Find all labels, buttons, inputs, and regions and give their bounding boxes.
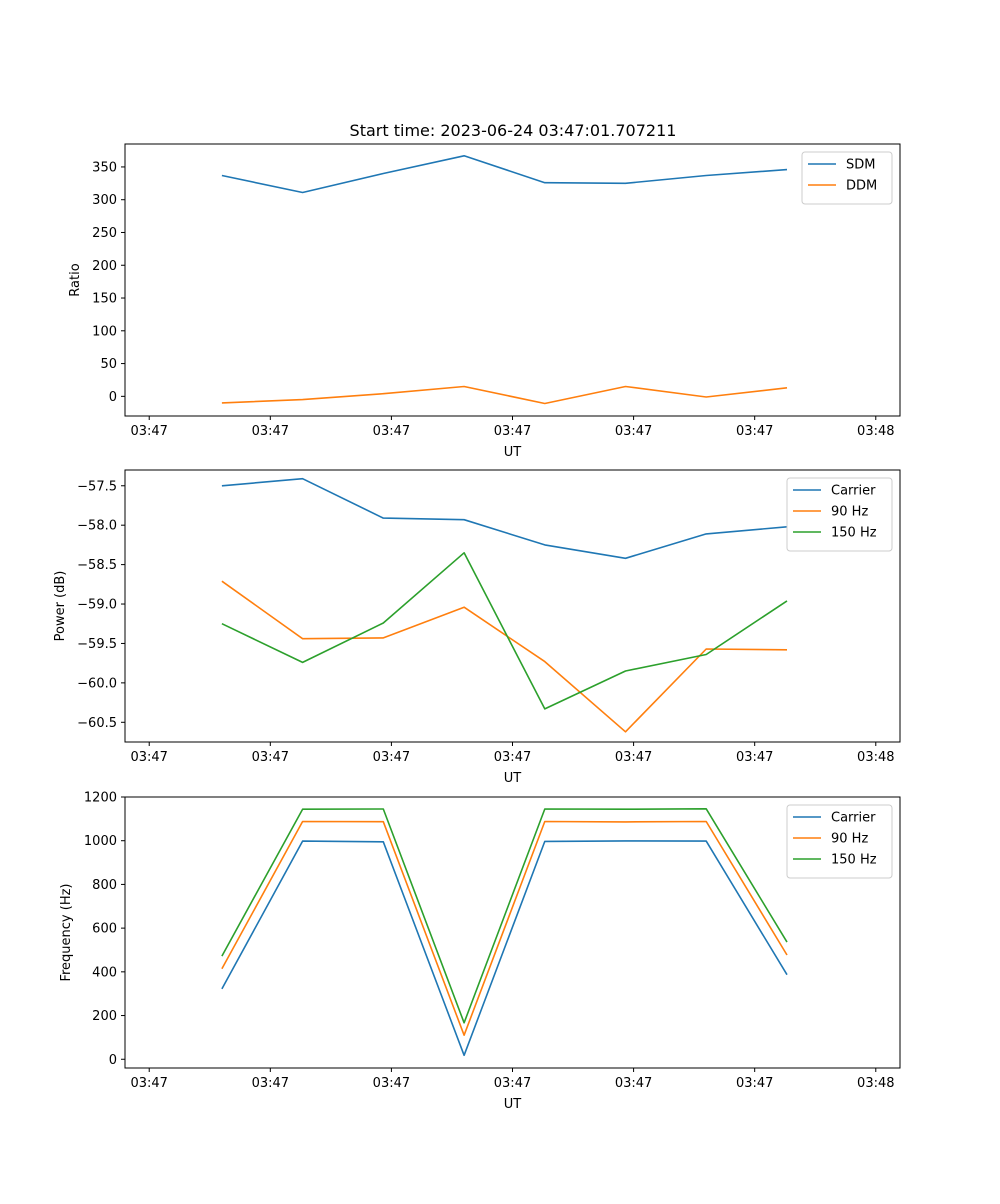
x-tick-label: 03:47	[130, 750, 167, 765]
series-line-carrier	[221, 477, 788, 560]
y-tick-label: 50	[100, 357, 117, 372]
x-tick-label: 03:47	[736, 424, 773, 439]
x-tick-label: 03:47	[130, 1076, 167, 1091]
x-tick-label: 03:47	[494, 1076, 531, 1091]
y-tick-label: 200	[92, 259, 117, 274]
y-axis-label: Ratio	[68, 263, 83, 296]
legend-box	[801, 151, 893, 205]
legend-label: Carrier	[831, 484, 876, 499]
series-line-90-hz	[221, 580, 788, 733]
x-tick-label: 03:48	[857, 424, 894, 439]
y-tick-label: 400	[92, 965, 117, 980]
y-tick-label: 600	[92, 922, 117, 937]
figure-title: Start time: 2023-06-24 03:47:01.707211	[350, 121, 677, 140]
x-axis-label: UT	[504, 771, 522, 786]
y-tick-label: −58.5	[77, 558, 117, 573]
y-tick-label: 250	[92, 226, 117, 241]
series-line-sdm	[221, 155, 788, 194]
axes-frame-2	[124, 469, 901, 743]
series-line-ddm	[221, 385, 788, 405]
y-tick-label: 200	[92, 1009, 117, 1024]
x-tick-label: 03:47	[252, 1076, 289, 1091]
x-tick-label: 03:48	[857, 1076, 894, 1091]
x-tick-label: 03:48	[857, 750, 894, 765]
legend-label: Carrier	[831, 811, 876, 826]
x-tick-label: 03:47	[736, 750, 773, 765]
y-tick-label: 300	[92, 193, 117, 208]
x-tick-label: 03:47	[494, 424, 531, 439]
y-tick-label: −59.0	[77, 598, 117, 613]
y-tick-label: 350	[92, 160, 117, 175]
legend-label: 90 Hz	[831, 832, 868, 847]
x-tick-label: 03:47	[373, 1076, 410, 1091]
y-tick-label: 800	[92, 878, 117, 893]
y-tick-label: 0	[109, 390, 117, 405]
y-axis-label: Frequency (Hz)	[59, 883, 74, 981]
x-tick-label: 03:47	[252, 750, 289, 765]
legend-label: SDM	[846, 158, 875, 173]
x-tick-label: 03:47	[373, 424, 410, 439]
y-tick-label: −58.0	[77, 519, 117, 534]
y-tick-label: 150	[92, 292, 117, 307]
legend-label: 150 Hz	[831, 853, 877, 868]
series-line-carrier	[221, 840, 788, 1057]
y-tick-label: 1000	[84, 834, 117, 849]
x-tick-label: 03:47	[615, 1076, 652, 1091]
y-tick-label: −60.5	[77, 716, 117, 731]
legend-label: 90 Hz	[831, 505, 868, 520]
x-tick-label: 03:47	[615, 424, 652, 439]
x-tick-label: 03:47	[736, 1076, 773, 1091]
series-line-150-hz	[221, 807, 788, 1024]
legend-label: DDM	[846, 179, 877, 194]
x-tick-label: 03:47	[252, 424, 289, 439]
x-tick-label: 03:47	[373, 750, 410, 765]
y-tick-label: 0	[109, 1053, 117, 1068]
y-tick-label: 1200	[84, 791, 117, 806]
x-axis-label: UT	[504, 1097, 522, 1112]
axes-frame-1	[124, 143, 901, 417]
series-line-90-hz	[221, 820, 788, 1036]
x-tick-label: 03:47	[130, 424, 167, 439]
x-tick-label: 03:47	[615, 750, 652, 765]
series-line-150-hz	[221, 551, 788, 710]
y-tick-label: 100	[92, 324, 117, 339]
x-tick-label: 03:47	[494, 750, 531, 765]
y-tick-label: −60.0	[77, 676, 117, 691]
x-axis-label: UT	[504, 445, 522, 460]
y-tick-label: −57.5	[77, 479, 117, 494]
y-axis-label: Power (dB)	[53, 571, 68, 642]
y-tick-label: −59.5	[77, 637, 117, 652]
legend-label: 150 Hz	[831, 526, 877, 541]
